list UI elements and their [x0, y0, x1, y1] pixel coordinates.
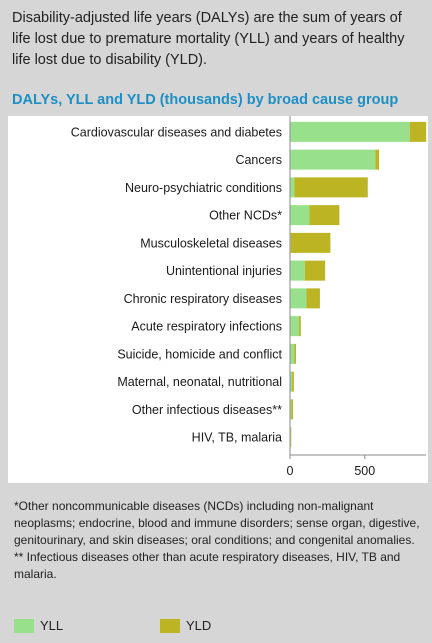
- bar-yld-hiv-tb-malaria: [290, 427, 292, 448]
- bar-yld-suicide-homicide-and-conflict: [294, 343, 296, 364]
- category-label-other-infectious-diseases: Other infectious diseases**: [132, 403, 282, 417]
- bar-yll-other-infectious-diseases: [290, 399, 292, 420]
- category-label-other-ncds: Other NCDs*: [209, 209, 282, 223]
- intro-text: Disability-adjusted life years (DALYs) a…: [12, 10, 405, 68]
- bar-yll-acute-respiratory-infections: [290, 316, 299, 337]
- footnote-infectious: ** Infectious diseases other than acute …: [14, 550, 401, 581]
- legend-swatch-yld: [160, 618, 180, 633]
- legend-item-yld: YLD: [160, 618, 211, 633]
- category-label-hiv-tb-malaria: HIV, TB, malaria: [192, 431, 282, 445]
- bar-yll-cancers: [290, 149, 376, 170]
- chart-legend: YLL YLD: [14, 618, 424, 636]
- category-label-acute-respiratory-infections: Acute respiratory infections: [131, 320, 282, 334]
- bar-yld-musculoskeletal-diseases: [290, 232, 331, 253]
- category-label-cardiovascular-diseases-and-diabetes: Cardiovascular diseases and diabetes: [71, 125, 282, 139]
- legend-swatch-yll: [14, 618, 34, 633]
- bar-yld-cardiovascular-diseases-and-diabetes: [409, 121, 427, 142]
- category-label-unintentional-injuries: Unintentional injuries: [166, 264, 282, 278]
- bar-yld-maternal-neonatal-nutritional: [292, 371, 294, 392]
- bar-yll-other-ncds: [290, 205, 310, 226]
- chart-plot-area: Cardiovascular diseases and diabetes Canc…: [8, 116, 428, 483]
- legend-label-yld: YLD: [186, 618, 212, 633]
- bar-yld-cancers: [375, 149, 380, 170]
- category-label-maternal-neonatal-nutritional: Maternal, neonatal, nutritional: [117, 375, 282, 389]
- bar-yll-cardiovascular-diseases-and-diabetes: [290, 121, 410, 142]
- category-label-cancers: Cancers: [235, 153, 282, 167]
- x-tick-label-500: 500: [354, 464, 375, 478]
- chart-title: DALYs, YLL and YLD (thousands) by broad …: [12, 92, 399, 108]
- bar-chart: Cardiovascular diseases and diabetes Canc…: [71, 116, 427, 478]
- bar-yll-neuro-psychiatric-conditions: [290, 177, 295, 198]
- category-label-suicide-homicide-and-conflict: Suicide, homicide and conflict: [117, 347, 282, 361]
- bar-yld-other-infectious-diseases: [291, 399, 293, 420]
- category-label-musculoskeletal-diseases: Musculoskeletal diseases: [140, 236, 282, 250]
- bar-yld-other-ncds: [309, 205, 340, 226]
- category-label-chronic-respiratory-diseases: Chronic respiratory diseases: [124, 292, 282, 306]
- category-label-neuro-psychiatric-conditions: Neuro-psychiatric conditions: [125, 181, 282, 195]
- bar-yll-chronic-respiratory-diseases: [290, 288, 307, 309]
- x-tick-label-0: 0: [287, 464, 294, 478]
- bar-yll-unintentional-injuries: [290, 260, 305, 281]
- bar-yld-chronic-respiratory-diseases: [306, 288, 320, 309]
- legend-label-yll: YLL: [40, 618, 64, 633]
- bar-yld-acute-respiratory-infections: [298, 316, 301, 337]
- legend-item-yll: YLL: [14, 618, 63, 633]
- bar-yld-neuro-psychiatric-conditions: [294, 177, 368, 198]
- bar-yll-maternal-neonatal-nutritional: [290, 371, 293, 392]
- bar-yll-suicide-homicide-and-conflict: [290, 343, 295, 364]
- bar-yld-unintentional-injuries: [304, 260, 326, 281]
- footnotes: *Other noncommunicable diseases (NCDs) i…: [14, 498, 424, 583]
- footnote-ncds: *Other noncommunicable diseases (NCDs) i…: [14, 499, 420, 547]
